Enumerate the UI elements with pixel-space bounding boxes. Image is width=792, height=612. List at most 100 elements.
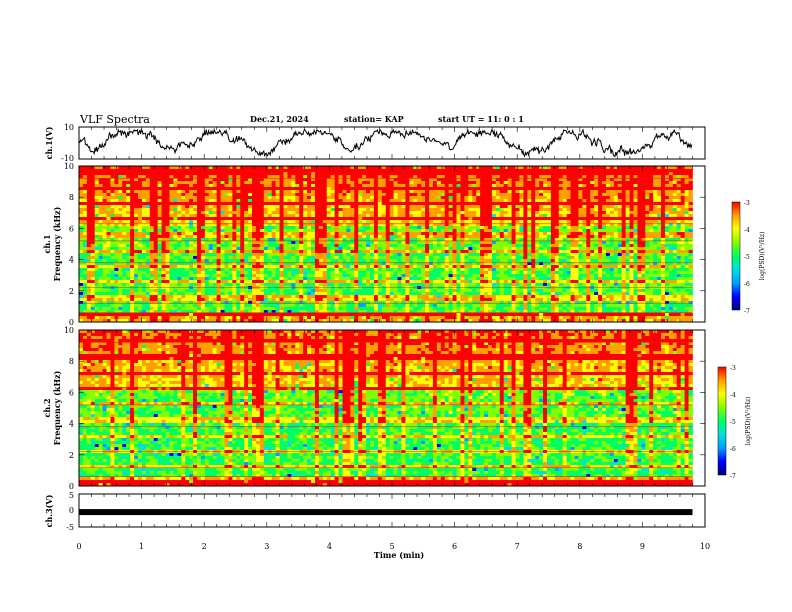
spectrogram-cell — [283, 190, 288, 194]
spectrogram-cell — [546, 184, 552, 188]
spectrogram-cell — [487, 175, 493, 179]
spectrogram-cell — [657, 253, 662, 257]
spectrogram-cell — [440, 232, 446, 236]
spectrogram-cell — [594, 247, 599, 251]
spectrogram-cell — [161, 220, 166, 224]
spectrogram-cell — [299, 208, 304, 212]
spectrogram-cell — [684, 232, 689, 236]
spectrogram-cell — [338, 196, 343, 200]
spectrogram-cell — [531, 196, 536, 200]
spectrogram-cell — [232, 223, 237, 227]
spectrogram-cell — [602, 223, 607, 227]
spectrogram-cell — [126, 211, 131, 215]
spectrogram-cell — [307, 235, 312, 239]
spectrogram-cell — [295, 196, 300, 200]
spectrogram-cell — [299, 226, 304, 230]
spectrogram-cell — [307, 217, 312, 221]
spectrogram-cell — [311, 187, 316, 191]
spectrogram-cell — [275, 238, 280, 242]
spectrogram-cell — [495, 208, 501, 212]
spectrogram-cell — [480, 232, 485, 236]
spectrogram-cell — [664, 202, 670, 206]
spectrogram-cell — [130, 196, 135, 200]
spectrogram-cell — [425, 211, 430, 215]
spectrogram-cell — [122, 175, 127, 179]
spectrogram-cell — [653, 184, 658, 188]
spectrogram-cell — [137, 256, 143, 260]
spectrogram-cell — [145, 172, 151, 176]
spectrogram-cell — [279, 217, 284, 221]
spectrogram-cell — [417, 181, 422, 185]
spectrogram-cell — [322, 247, 328, 251]
spectrogram-cell — [613, 244, 619, 248]
spectrogram-cell — [79, 166, 84, 170]
spectrogram-cell — [519, 238, 524, 242]
spectrogram-cell — [633, 226, 638, 230]
spectrogram-cell — [468, 202, 473, 206]
spectrogram-cell — [338, 181, 343, 185]
spectrogram-cell — [641, 199, 646, 203]
spectrogram-cell — [625, 259, 630, 263]
spectrogram-cell — [240, 226, 245, 230]
spectrogram-cell — [476, 250, 481, 254]
spectrogram-cell — [177, 199, 182, 203]
spectrogram-cell — [413, 235, 418, 239]
spectrogram-cell — [149, 172, 155, 176]
spectrogram-cell — [236, 184, 241, 188]
spectrogram-cell — [393, 247, 398, 251]
spectrogram-cell — [609, 178, 615, 182]
spectrogram-cell — [130, 199, 135, 203]
spectrogram-cell — [114, 226, 119, 230]
spectrogram-cell — [393, 259, 398, 263]
spectrogram-cell — [366, 217, 371, 221]
spectrogram-cell — [558, 175, 564, 179]
spectrogram-cell — [385, 166, 391, 170]
spectrogram-cell — [377, 166, 383, 170]
spectrogram-cell — [86, 238, 92, 242]
spectrogram-cell — [271, 244, 276, 248]
spectrogram-cell — [173, 232, 178, 236]
spectrogram-cell — [507, 196, 512, 200]
spectrogram-cell — [425, 184, 430, 188]
spectrogram-cell — [94, 250, 100, 254]
spectrogram-cell — [468, 196, 473, 200]
spectrogram-cell — [200, 241, 206, 245]
spectrogram-cell — [413, 259, 418, 263]
spectrogram-cell — [208, 205, 214, 209]
spectrogram-cell — [676, 199, 682, 203]
spectrogram-cell — [566, 223, 571, 227]
spectrogram-cell — [330, 202, 335, 206]
spectrogram-cell — [444, 223, 450, 227]
spectrogram-cell — [354, 226, 359, 230]
spectrogram-cell — [232, 220, 237, 224]
spectrogram-cell — [279, 235, 284, 239]
spectrogram-cell — [562, 220, 567, 224]
spectrogram-cell — [393, 202, 398, 206]
spectrogram-cell — [200, 199, 206, 203]
spectrogram-cell — [582, 172, 587, 176]
spectrogram-cell — [566, 241, 571, 245]
spectrogram-cell — [79, 220, 84, 224]
spectrogram-cell — [440, 193, 446, 197]
spectrogram-cell — [460, 232, 465, 236]
spectrogram-cell — [629, 238, 634, 242]
spectrogram-cell — [641, 217, 646, 221]
spectrogram-cell — [189, 175, 194, 179]
spectrogram-cell — [303, 247, 308, 251]
spectrogram-cell — [487, 250, 493, 254]
spectrogram-cell — [82, 259, 88, 263]
spectrogram-cell — [287, 217, 292, 221]
spectrogram-cell — [409, 232, 414, 236]
spectrogram-cell — [527, 220, 532, 224]
spectrogram-cell — [550, 238, 556, 242]
spectrogram-cell — [330, 175, 335, 179]
spectrogram-cell — [224, 181, 229, 185]
spectrogram-cell — [531, 178, 536, 182]
spectrogram-cell — [342, 250, 347, 254]
spectrogram-cell — [684, 226, 689, 230]
spectrogram-cell — [688, 169, 693, 173]
spectrogram-cell — [440, 196, 446, 200]
spectrogram-cell — [590, 196, 595, 200]
spectrogram-cell — [637, 259, 642, 263]
spectrogram-cell — [590, 223, 595, 227]
